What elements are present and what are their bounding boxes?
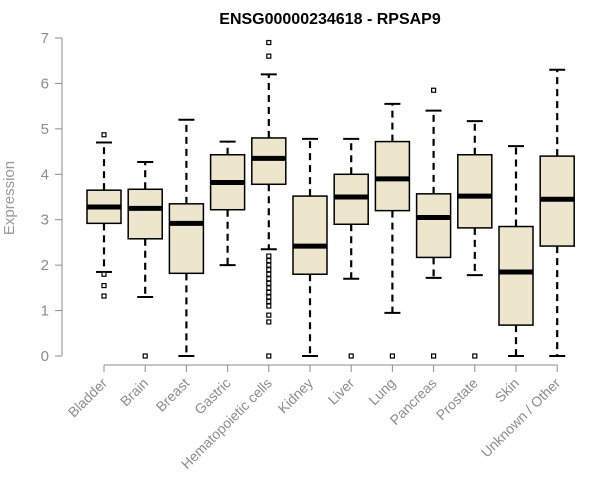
outlier-point — [266, 276, 272, 282]
y-tick-label: 6 — [41, 75, 49, 92]
outlier-point — [266, 258, 272, 264]
boxes-group — [86, 39, 575, 359]
iqr-box — [127, 188, 163, 240]
outlier-point — [101, 271, 107, 277]
outlier-point — [266, 267, 272, 273]
x-tick-label: Lung — [365, 375, 398, 408]
x-tick-label: Breast — [153, 375, 193, 415]
y-axis-label: Expression — [1, 161, 18, 235]
box-brain — [127, 161, 163, 359]
x-tick-label: Skin — [492, 375, 523, 406]
x-tick-label: Liver — [325, 375, 358, 408]
outlier-point — [348, 353, 354, 359]
outlier-point — [266, 312, 272, 318]
iqr-box — [374, 140, 411, 212]
outlier-point — [431, 353, 437, 359]
outlier-point — [266, 53, 272, 59]
outlier-point — [266, 262, 272, 268]
outlier-point — [266, 294, 272, 300]
box-kidney — [292, 137, 328, 357]
y-tick-label: 4 — [41, 166, 49, 183]
iqr-box — [251, 137, 287, 186]
iqr-box — [498, 225, 534, 326]
outlier-point — [101, 132, 107, 138]
x-tick-label: Prostate — [433, 375, 481, 423]
iqr-box — [168, 203, 205, 275]
box-skin — [498, 145, 534, 357]
outlier-point — [266, 253, 272, 259]
outlier-point — [266, 303, 272, 309]
box-bladder — [86, 132, 122, 299]
x-tick-label: Brain — [117, 375, 151, 409]
y-tick-label: 3 — [41, 212, 49, 229]
chart-title: ENSG00000234618 - RPSAP9 — [219, 11, 441, 28]
box-breast — [168, 118, 205, 357]
outlier-point — [142, 353, 148, 359]
outlier-point — [266, 289, 272, 295]
outlier-point — [101, 282, 107, 289]
outlier-point — [266, 285, 272, 291]
iqr-box — [457, 154, 493, 229]
outlier-point — [431, 87, 437, 93]
box-liver — [333, 137, 369, 359]
iqr-box — [415, 193, 452, 259]
outlier-point — [266, 280, 272, 286]
box-gastric — [209, 140, 246, 267]
outlier-point — [266, 353, 272, 359]
box-unknown-other — [539, 68, 575, 357]
y-axis: 0 1 2 3 4 5 6 7 — [41, 30, 63, 365]
box-pancreas — [415, 87, 452, 359]
y-tick-label: 5 — [41, 121, 49, 138]
iqr-box — [292, 195, 328, 275]
outlier-point — [101, 293, 107, 299]
box-hematopoietic-cells — [251, 39, 287, 359]
x-tick-label: Bladder — [65, 375, 111, 421]
outlier-point — [472, 353, 478, 359]
x-tick-label: Kidney — [275, 375, 317, 417]
y-tick-label: 0 — [41, 348, 49, 365]
y-tick-label: 2 — [41, 257, 49, 274]
outlier-point — [266, 298, 272, 305]
outlier-point — [266, 271, 272, 277]
outlier-point — [266, 39, 272, 46]
y-tick-label: 7 — [41, 30, 49, 47]
box-lung — [374, 102, 411, 359]
outlier-point — [389, 353, 395, 359]
box-prostate — [457, 120, 493, 359]
y-tick-label: 1 — [41, 303, 49, 320]
outlier-point — [266, 319, 272, 325]
